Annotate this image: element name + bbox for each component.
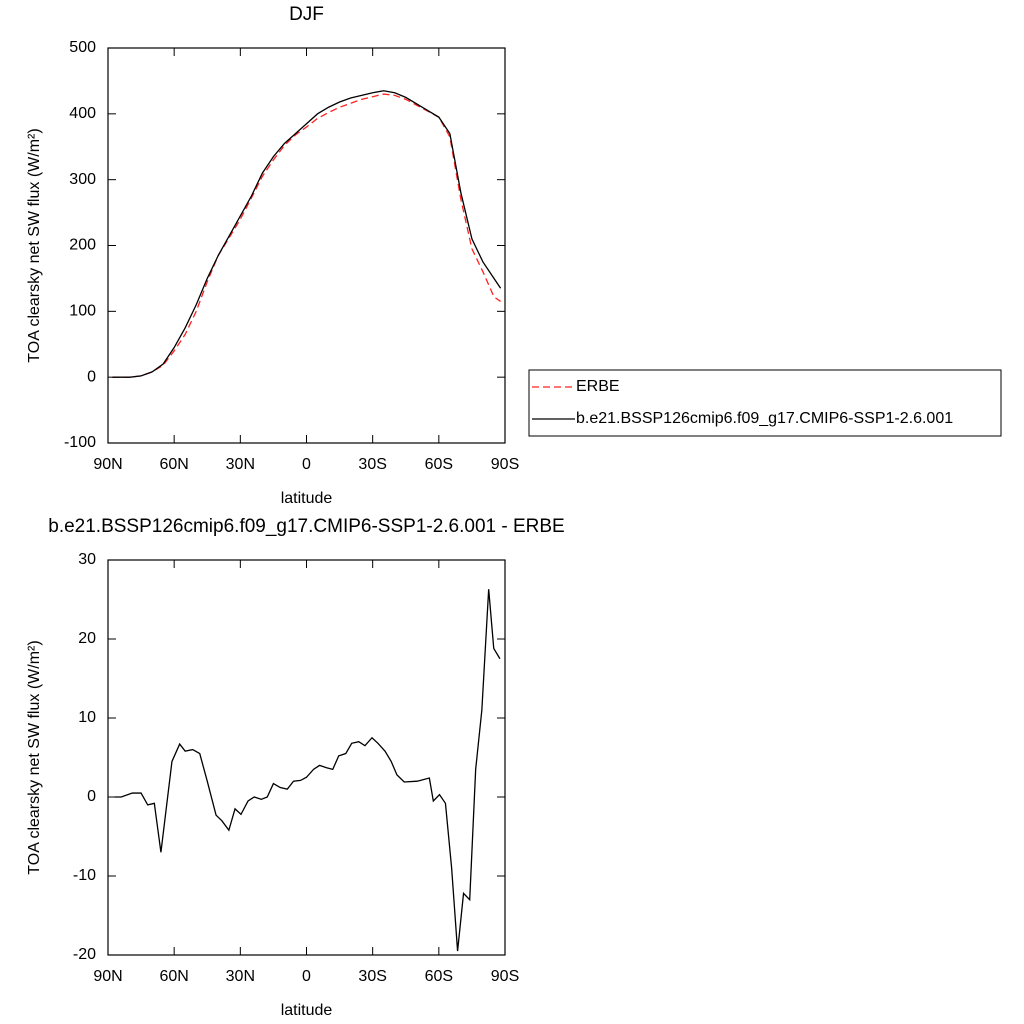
x-axis-label: latitude [281,490,333,507]
y-axis-label: TOA clearsky net SW flux (W/m²) [26,640,43,874]
y-axis-label: TOA clearsky net SW flux (W/m²) [26,128,43,362]
y-tick-label: 10 [78,709,96,726]
x-tick-label: 0 [302,968,311,985]
chart-title: DJF [289,4,324,25]
x-tick-label: 0 [302,456,311,473]
legend-box [528,369,1002,437]
y-tick-label: 20 [78,630,96,647]
y-tick-label: 300 [69,171,96,188]
x-tick-label: 90S [491,456,519,473]
x-tick-label: 60N [159,968,188,985]
x-tick-label: 60S [425,456,453,473]
x-tick-label: 60S [425,968,453,985]
x-tick-label: 90S [491,968,519,985]
y-tick-label: 100 [69,303,96,320]
y-tick-label: 200 [69,237,96,254]
x-tick-label: 30S [358,456,386,473]
data-line [114,589,501,952]
chart-title: b.e21.BSSP126cmip6.f09_g17.CMIP6-SSP1-2.… [48,516,564,537]
y-tick-label: 0 [87,368,96,385]
x-tick-label: 30S [358,968,386,985]
y-tick-label: 400 [69,105,96,122]
x-tick-label: 30N [226,456,255,473]
x-tick-label: 30N [226,968,255,985]
legend-label: b.e21.BSSP126cmip6.f09_g17.CMIP6-SSP1-2.… [576,410,953,427]
y-tick-label: 0 [87,788,96,805]
y-tick-label: 30 [78,551,96,568]
x-tick-label: 90N [93,968,122,985]
y-tick-label: -20 [73,946,96,963]
x-axis-label: latitude [281,1002,333,1019]
x-tick-label: 90N [93,456,122,473]
y-tick-label: -100 [64,434,96,451]
y-tick-label: -10 [73,867,96,884]
x-tick-label: 60N [159,456,188,473]
data-line [112,90,502,378]
y-tick-label: 500 [69,39,96,56]
legend-label: ERBE [576,378,620,395]
